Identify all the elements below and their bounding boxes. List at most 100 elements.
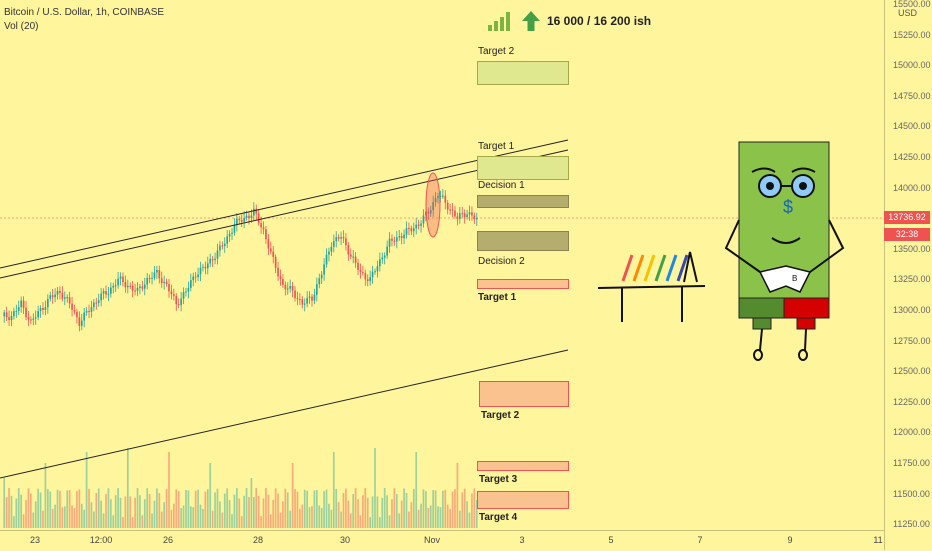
volume-bar <box>303 489 306 528</box>
symbol-title[interactable]: Bitcoin / U.S. Dollar, 1h, COINBASE <box>4 7 165 18</box>
price-axis[interactable]: 15500.00 15250.00 15000.00 14750.00 14500.00… <box>884 0 932 550</box>
volume-bar <box>461 492 464 528</box>
currency-label[interactable]: USD <box>898 8 918 18</box>
price-tick-label: 15250.00 <box>893 29 931 40</box>
candle-body <box>286 288 289 290</box>
volume-bar <box>199 504 202 528</box>
time-tick-label: 12:00 <box>89 535 113 545</box>
volume-bar <box>284 488 287 528</box>
volume-bar <box>369 517 372 528</box>
candle-body <box>68 297 71 304</box>
candle-body <box>173 294 175 296</box>
volume-bar <box>420 503 422 528</box>
volume-bar <box>214 492 216 528</box>
candle-body <box>466 214 468 218</box>
volume-bar <box>243 495 245 528</box>
candle-body <box>337 237 340 239</box>
candle-body <box>5 312 8 318</box>
candle-body <box>240 220 243 222</box>
volume-bar <box>425 491 427 528</box>
volume-bar <box>66 490 69 528</box>
candle-body <box>427 211 430 214</box>
candle-body <box>412 228 415 232</box>
volume-bar <box>185 490 187 528</box>
lower-target-2-label: Target 2 <box>481 410 520 421</box>
candle-body <box>410 228 413 232</box>
candle-body <box>269 248 272 252</box>
volume-bar <box>39 492 42 528</box>
candle-body <box>458 213 461 219</box>
candle-body <box>301 299 304 305</box>
candle-body <box>349 254 352 257</box>
candle-body <box>194 276 197 278</box>
candle-body <box>233 224 236 233</box>
candle-body <box>332 241 335 247</box>
volume-bar <box>279 512 282 528</box>
candle-body <box>124 282 127 288</box>
candle-body <box>330 246 333 252</box>
volume-bar <box>114 495 117 528</box>
candle-body <box>15 310 18 312</box>
candle-body <box>231 232 233 234</box>
candle-body <box>151 277 153 279</box>
volume-bar <box>107 488 110 528</box>
candle-body <box>143 284 146 289</box>
candle-body <box>313 294 316 301</box>
volume-bar <box>13 516 15 528</box>
candle-body <box>248 215 250 218</box>
time-tick-label: 7 <box>697 535 703 545</box>
volume-bar <box>56 489 59 528</box>
candle-body <box>90 307 93 312</box>
candle-body <box>42 307 44 310</box>
price-tick-label: 12000.00 <box>893 427 931 438</box>
time-tick-label: 26 <box>162 535 174 545</box>
candle-body <box>395 237 398 242</box>
candle-body <box>475 218 478 220</box>
candle-body <box>267 239 270 249</box>
candle-body <box>398 236 401 238</box>
volume-bar <box>143 499 146 528</box>
upper-trendline-a <box>0 139 569 269</box>
candle-body <box>78 317 81 326</box>
candle-body <box>119 276 122 279</box>
current-price-tag: 13736.92 <box>884 211 930 224</box>
volume-bar <box>85 452 88 528</box>
volume-bar <box>46 489 49 528</box>
volume-bar <box>15 498 18 528</box>
volume-bar <box>446 504 449 528</box>
volume-bar <box>139 495 141 528</box>
volume-bar <box>37 488 39 528</box>
time-axis[interactable]: 23 12:00 26 28 30 Nov 3 5 7 9 11 <box>0 530 884 551</box>
candle-body <box>454 210 456 217</box>
volume-bar <box>311 506 313 528</box>
candle-body <box>226 236 229 244</box>
lower-target-4-label: Target 4 <box>479 512 518 523</box>
volume-bar <box>379 517 381 528</box>
volume-bar <box>386 495 388 528</box>
volume-bar <box>156 488 158 528</box>
volume-bar <box>449 508 451 528</box>
time-tick-label: 3 <box>519 535 525 545</box>
volume-bar <box>383 488 386 528</box>
candle-body <box>214 258 216 261</box>
candle-body <box>408 228 410 230</box>
candle-body <box>403 234 405 239</box>
candle-body <box>311 296 313 301</box>
volume-bar <box>434 490 437 528</box>
volume-bar <box>141 515 144 528</box>
volume-bar <box>408 511 410 528</box>
candle-body <box>342 237 345 239</box>
candle-body <box>63 297 66 299</box>
volume-bar <box>466 501 468 528</box>
candle-body <box>364 273 367 280</box>
volume-bar <box>456 463 459 528</box>
lower-target-4-zone <box>477 491 569 509</box>
upper-target-1-zone <box>477 156 569 180</box>
volume-bar <box>475 499 478 528</box>
volume-indicator-label[interactable]: Vol (20) <box>4 21 39 32</box>
candle-body <box>371 271 374 278</box>
volume-bar <box>95 492 98 528</box>
candle-body <box>272 251 275 257</box>
volume-bar <box>347 500 350 528</box>
